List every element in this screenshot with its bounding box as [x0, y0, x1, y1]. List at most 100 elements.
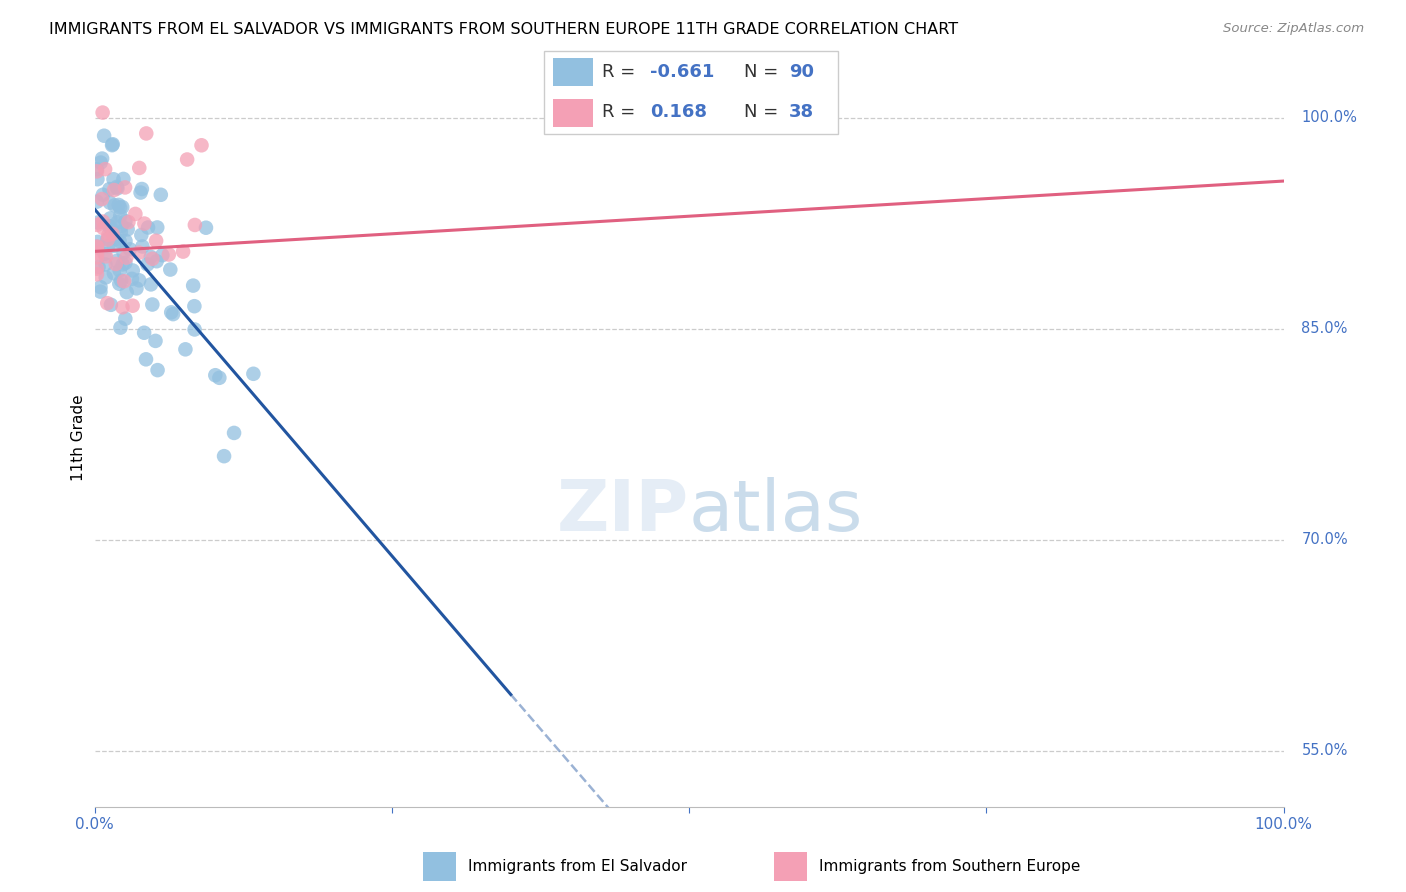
FancyBboxPatch shape — [775, 852, 807, 881]
Text: Immigrants from Southern Europe: Immigrants from Southern Europe — [818, 859, 1080, 873]
Point — [145, 334, 167, 348]
Text: ZIP: ZIP — [557, 477, 689, 546]
Point — [89, 280, 111, 294]
Point — [146, 363, 169, 377]
Point — [121, 263, 143, 277]
Point — [128, 245, 150, 260]
Point — [135, 127, 157, 141]
Point — [131, 227, 153, 242]
Point — [108, 201, 131, 215]
Point — [112, 172, 135, 186]
Point — [87, 215, 110, 229]
Point — [129, 186, 152, 200]
Point — [121, 272, 143, 286]
Point — [91, 152, 114, 166]
FancyBboxPatch shape — [554, 58, 593, 86]
Point — [90, 155, 112, 169]
Point — [86, 164, 108, 178]
Text: 100.0%: 100.0% — [1302, 111, 1357, 125]
Point — [101, 138, 124, 153]
Point — [121, 299, 143, 313]
Text: 38: 38 — [789, 103, 814, 121]
Point — [108, 277, 131, 291]
Point — [149, 187, 172, 202]
Text: R =: R = — [602, 62, 636, 81]
Point — [105, 180, 128, 194]
Point — [128, 273, 150, 287]
Point — [160, 305, 183, 319]
Point — [110, 225, 132, 239]
Point — [98, 195, 121, 210]
Text: Immigrants from El Salvador: Immigrants from El Salvador — [468, 859, 688, 873]
Point — [97, 232, 120, 246]
Point — [157, 247, 180, 261]
Point — [110, 274, 132, 288]
Point — [107, 198, 129, 212]
Point — [86, 194, 108, 209]
Point — [112, 274, 135, 288]
Point — [103, 239, 125, 253]
Point — [108, 263, 131, 277]
Point — [184, 218, 207, 232]
Point — [86, 218, 108, 232]
Point — [183, 299, 205, 313]
Point — [97, 227, 120, 242]
Point — [97, 233, 120, 247]
Point — [190, 138, 212, 153]
Point — [136, 257, 159, 271]
Point — [125, 281, 148, 295]
Point — [139, 277, 162, 292]
Text: N =: N = — [744, 62, 778, 81]
Point — [174, 343, 197, 357]
Point — [86, 235, 108, 249]
Point — [96, 296, 118, 310]
Point — [94, 162, 117, 177]
Point — [91, 105, 114, 120]
Point — [94, 270, 117, 285]
Point — [93, 247, 115, 261]
Text: 0.168: 0.168 — [650, 103, 707, 121]
Point — [86, 240, 108, 254]
Point — [136, 220, 159, 235]
Point — [115, 251, 138, 265]
Point — [242, 367, 264, 381]
Point — [110, 320, 132, 334]
Point — [145, 254, 167, 268]
Point — [86, 246, 108, 260]
Point — [181, 278, 204, 293]
Point — [98, 219, 121, 234]
Point — [86, 268, 108, 282]
Point — [141, 297, 163, 311]
Point — [86, 239, 108, 253]
Point — [94, 249, 117, 263]
Text: IMMIGRANTS FROM EL SALVADOR VS IMMIGRANTS FROM SOUTHERN EUROPE 11TH GRADE CORREL: IMMIGRANTS FROM EL SALVADOR VS IMMIGRANT… — [49, 22, 959, 37]
Text: 70.0%: 70.0% — [1302, 533, 1348, 547]
Point — [139, 250, 162, 264]
Point — [150, 248, 173, 262]
Point — [91, 214, 114, 228]
Point — [105, 232, 128, 246]
Point — [93, 128, 115, 143]
Point — [183, 322, 205, 336]
Text: N =: N = — [744, 103, 778, 121]
Point — [117, 222, 139, 236]
FancyBboxPatch shape — [554, 99, 593, 127]
Point — [108, 234, 131, 248]
Point — [111, 200, 134, 214]
Text: atlas: atlas — [689, 477, 863, 546]
Point — [208, 371, 231, 385]
Point — [103, 198, 125, 212]
Point — [97, 239, 120, 253]
Point — [90, 192, 112, 206]
Point — [104, 257, 127, 271]
Point — [135, 352, 157, 367]
Point — [134, 217, 156, 231]
Point — [131, 239, 153, 253]
Point — [212, 449, 235, 463]
Point — [159, 262, 181, 277]
Text: 55.0%: 55.0% — [1302, 743, 1348, 758]
Point — [110, 209, 132, 223]
Point — [86, 162, 108, 177]
Point — [111, 257, 134, 271]
Point — [98, 182, 121, 196]
